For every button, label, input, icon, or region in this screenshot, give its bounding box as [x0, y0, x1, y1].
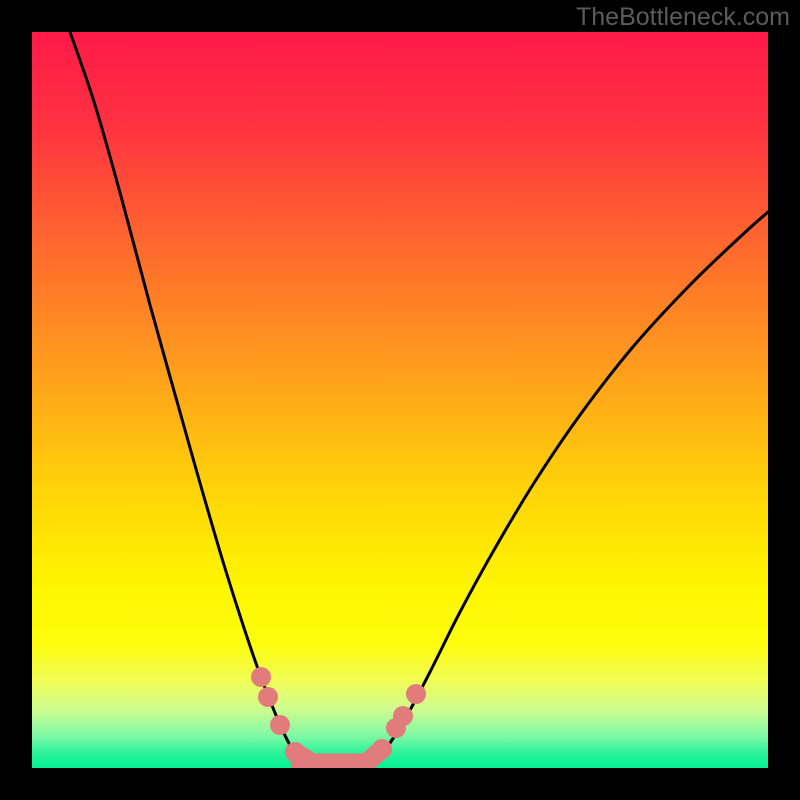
outer-frame: [32, 32, 768, 768]
attribution-text: TheBottleneck.com: [576, 3, 790, 32]
